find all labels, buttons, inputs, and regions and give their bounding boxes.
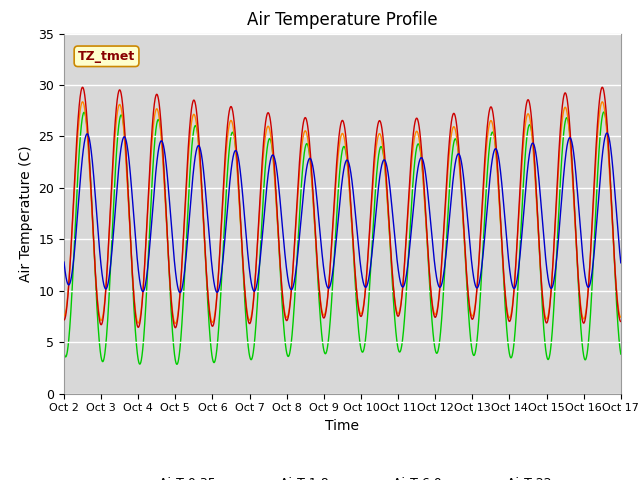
X-axis label: Time: Time — [325, 419, 360, 433]
Title: Air Temperature Profile: Air Temperature Profile — [247, 11, 438, 29]
Text: TZ_tmet: TZ_tmet — [78, 50, 135, 63]
Y-axis label: Air Temperature (C): Air Temperature (C) — [19, 145, 33, 282]
Legend: AirT 0.35m, AirT 1.8m, AirT 6.0m, AirT 22m: AirT 0.35m, AirT 1.8m, AirT 6.0m, AirT 2… — [116, 472, 568, 480]
